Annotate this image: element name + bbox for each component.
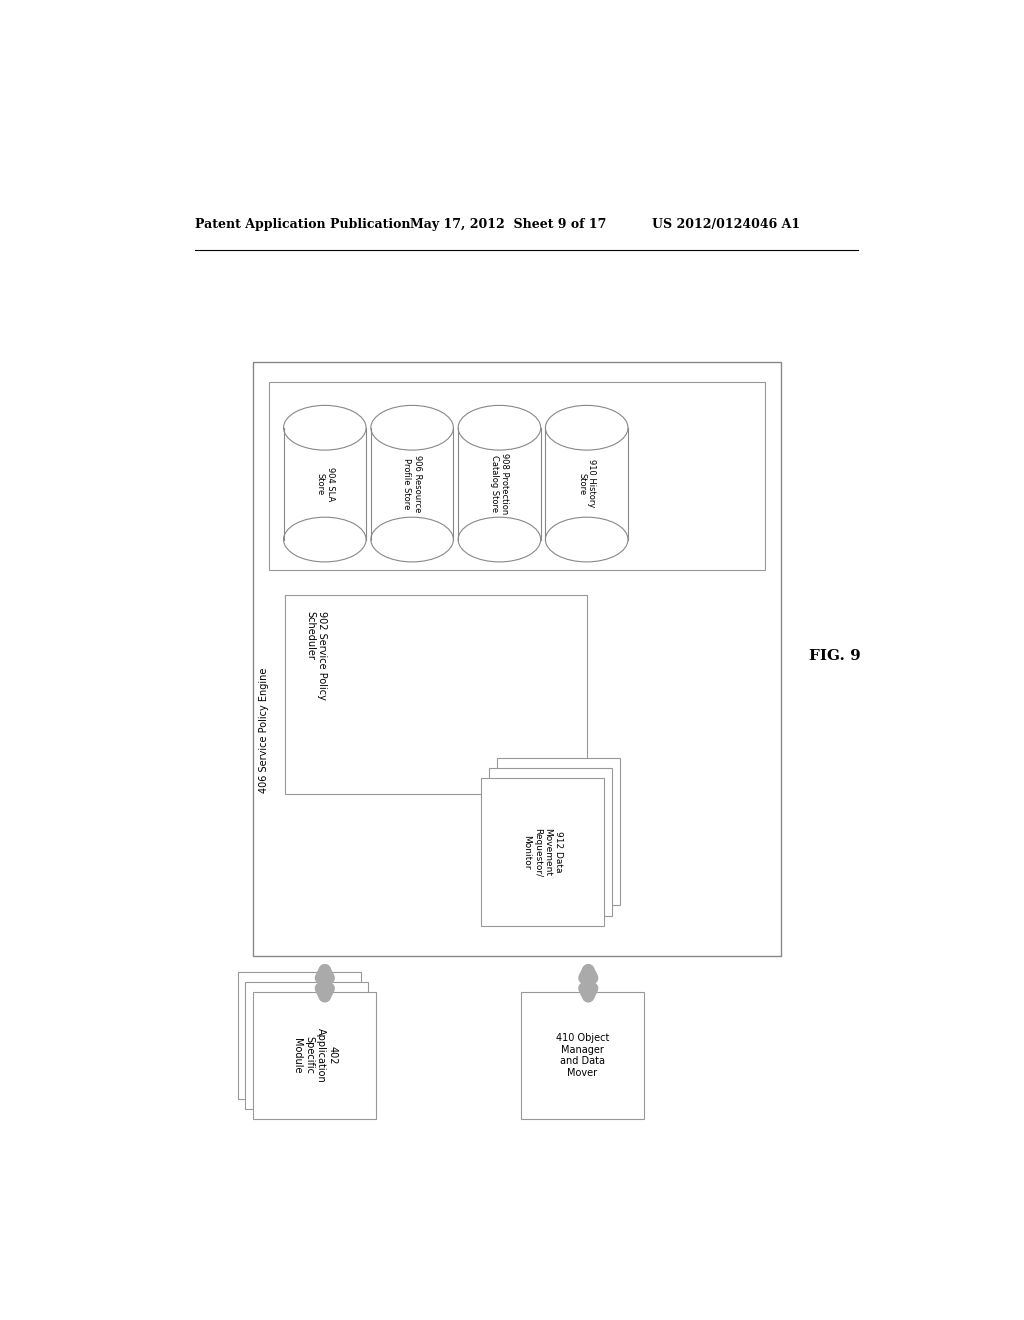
Bar xyxy=(489,768,612,916)
Bar xyxy=(253,362,781,956)
Text: 410 Object
Manager
and Data
Mover: 410 Object Manager and Data Mover xyxy=(556,1034,609,1077)
Ellipse shape xyxy=(546,405,628,450)
Bar xyxy=(371,428,454,540)
Bar xyxy=(246,982,369,1109)
Ellipse shape xyxy=(458,517,541,562)
Bar xyxy=(546,428,628,540)
Bar xyxy=(284,428,367,540)
Text: 904 SLA
Store: 904 SLA Store xyxy=(315,466,335,500)
Ellipse shape xyxy=(284,405,367,450)
Text: May 17, 2012  Sheet 9 of 17: May 17, 2012 Sheet 9 of 17 xyxy=(410,218,606,231)
Ellipse shape xyxy=(546,517,628,562)
Bar xyxy=(253,991,377,1119)
Text: FIG. 9: FIG. 9 xyxy=(809,649,860,664)
Text: 908 Protection
Catalog Store: 908 Protection Catalog Store xyxy=(489,453,509,515)
Text: 910 History
Store: 910 History Store xyxy=(577,459,596,508)
Text: US 2012/0124046 A1: US 2012/0124046 A1 xyxy=(652,218,800,231)
Bar xyxy=(285,595,587,793)
Text: Patent Application Publication: Patent Application Publication xyxy=(196,218,411,231)
Bar xyxy=(458,428,541,540)
Text: 406 Service Policy Engine: 406 Service Policy Engine xyxy=(259,668,269,793)
Bar xyxy=(269,381,765,570)
Bar xyxy=(521,991,644,1119)
Ellipse shape xyxy=(371,405,454,450)
Ellipse shape xyxy=(284,517,367,562)
Text: 402
Application
Specific
Module: 402 Application Specific Module xyxy=(293,1028,337,1082)
Text: 912 Data
Movement
Requestor/
Monitor: 912 Data Movement Requestor/ Monitor xyxy=(522,828,563,876)
Text: 906 Resource
Profile Store: 906 Resource Profile Store xyxy=(402,455,422,512)
Ellipse shape xyxy=(371,517,454,562)
Bar xyxy=(238,972,360,1098)
Text: 902 Service Policy
Scheduler: 902 Service Policy Scheduler xyxy=(305,611,327,700)
Bar xyxy=(481,779,604,925)
Bar xyxy=(497,758,621,906)
Ellipse shape xyxy=(458,405,541,450)
